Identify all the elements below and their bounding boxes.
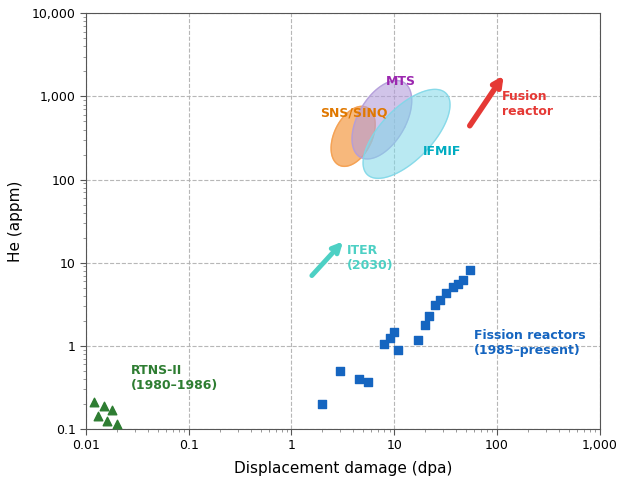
Point	[384, 334, 394, 342]
Point	[458, 276, 468, 284]
Point	[389, 329, 399, 336]
Point	[448, 283, 458, 291]
Point	[93, 411, 103, 419]
Text: SNS/SINQ: SNS/SINQ	[321, 107, 387, 120]
Text: Fusion
reactor: Fusion reactor	[502, 90, 553, 118]
Point	[394, 347, 404, 354]
X-axis label: Displacement damage (dpa): Displacement damage (dpa)	[233, 461, 452, 476]
Point	[89, 398, 99, 406]
Point	[362, 378, 372, 386]
Point	[379, 340, 389, 348]
Point	[465, 266, 475, 274]
Point	[420, 321, 430, 329]
Point	[99, 402, 109, 409]
Text: MTS: MTS	[386, 75, 416, 88]
Point	[435, 296, 445, 303]
Point	[107, 406, 117, 414]
Point	[413, 336, 423, 344]
Text: Fission reactors
(1985–present): Fission reactors (1985–present)	[475, 329, 586, 357]
Point	[102, 417, 112, 425]
Point	[336, 367, 346, 375]
Polygon shape	[363, 90, 450, 179]
Point	[424, 312, 434, 319]
Y-axis label: He (appm): He (appm)	[8, 181, 23, 262]
Text: RTNS-II
(1980–1986): RTNS-II (1980–1986)	[131, 364, 218, 393]
Polygon shape	[352, 80, 412, 159]
Point	[112, 420, 122, 428]
Text: IFMIF: IFMIF	[423, 145, 461, 158]
Polygon shape	[331, 106, 375, 166]
Point	[354, 375, 364, 383]
Point	[453, 280, 463, 287]
Point	[441, 289, 451, 297]
Text: ITER
(2030): ITER (2030)	[347, 244, 394, 272]
Point	[430, 301, 440, 309]
Point	[317, 400, 327, 408]
